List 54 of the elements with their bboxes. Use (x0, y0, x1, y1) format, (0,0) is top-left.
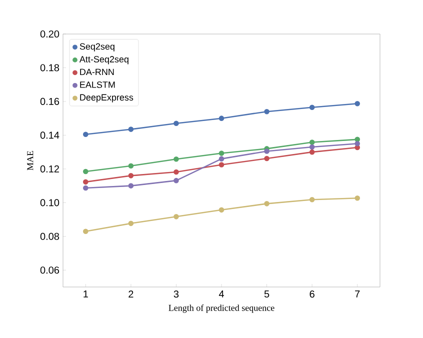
point (174, 214, 179, 220)
point (264, 156, 270, 162)
x-tick-label: 3 (174, 290, 179, 298)
point (82, 168, 88, 174)
y-axis-title: MAE (27, 150, 34, 170)
y-tick-label: 0.18 (40, 64, 60, 72)
y-tick-label: 0.20 (40, 30, 60, 38)
point (174, 156, 179, 162)
point (128, 220, 134, 226)
point (128, 183, 134, 188)
point (354, 195, 360, 201)
point (309, 140, 315, 145)
point (218, 116, 224, 121)
legend-label: DA-RNN (80, 68, 114, 76)
legend-label: Att-Seq2seq (79, 56, 128, 64)
point (128, 163, 134, 169)
point (174, 169, 179, 175)
point (309, 104, 315, 110)
x-tick-label: 7 (355, 290, 360, 298)
point (82, 179, 88, 185)
x-tick-label: 5 (264, 290, 270, 298)
point (309, 144, 315, 150)
point (264, 148, 270, 154)
point (264, 201, 270, 206)
y-tick-label: 0.12 (40, 165, 59, 172)
point (82, 132, 88, 138)
y-tick-label: 0.14 (40, 132, 60, 139)
point (218, 156, 224, 162)
x-tick-label: 1 (84, 290, 88, 298)
point (218, 207, 224, 213)
legend-label: Seq2seq (80, 43, 114, 52)
point (128, 173, 134, 178)
point (354, 101, 360, 106)
point (82, 228, 88, 234)
y-tick-label: 0.16 (40, 98, 60, 106)
point (218, 162, 224, 168)
y-tick-label: 0.10 (40, 199, 60, 206)
x-tick-label: 6 (310, 290, 314, 298)
y-tick-label: 0.06 (40, 266, 60, 274)
point (309, 149, 315, 155)
legend-label: DeepExpress (80, 94, 134, 102)
x-axis-title: Length of predicted sequence (168, 304, 274, 313)
point (174, 120, 179, 126)
y-tick-label: 0.08 (40, 232, 60, 240)
point (309, 196, 315, 202)
point (174, 178, 179, 184)
x-tick-label: 4 (218, 290, 224, 298)
point (128, 126, 134, 132)
point (82, 185, 88, 191)
point (354, 140, 360, 146)
point (218, 150, 224, 156)
point (264, 108, 270, 114)
legend-label: EALSTM (80, 82, 115, 88)
x-tick-label: 2 (128, 290, 134, 298)
